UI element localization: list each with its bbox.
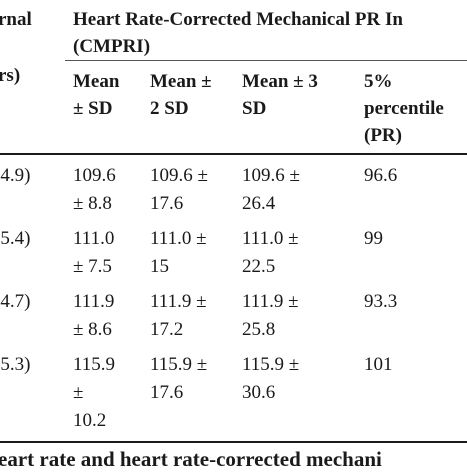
row-1-mean-sd-line-2: ± 8.8 <box>73 193 112 214</box>
table-bottom-rule <box>0 441 467 443</box>
group-header-line-1: Heart Rate-Corrected Mechanical PR In <box>73 9 403 30</box>
col-header-mean-2sd-line-1: Mean ± <box>150 71 212 92</box>
row-3-mean-3sd-line-2: 25.8 <box>242 319 276 340</box>
col-header-mean-sd-line-2: ± SD <box>73 98 113 119</box>
row-1-mean-2sd-line-2: 17.6 <box>150 193 184 214</box>
row-3-mean-2sd-line-1: 111.9 ± <box>150 291 207 312</box>
row-1-mean-2sd: 109.6 ± 17.6 <box>150 162 208 218</box>
row-2-mean-sd-line-1: 111.0 <box>73 228 115 249</box>
row-4-mean-2sd-line-1: 115.9 ± <box>150 354 208 375</box>
group-header-line-2: (CMPRI) <box>73 36 151 57</box>
row-3-mean-3sd-line-1: 111.9 ± <box>242 291 299 312</box>
row-2-mean-2sd-line-1: 111.0 ± <box>150 228 207 249</box>
row-4-left-value: (5.3) <box>0 354 31 375</box>
left-header-line-2: rs) <box>0 65 21 86</box>
row-4-5th-percentile: 101 <box>364 354 393 375</box>
row-3-mean-2sd-line-2: 17.2 <box>150 319 184 340</box>
row-2-5th-percentile: 99 <box>364 228 383 249</box>
row-4-mean-sd: 115.9 ± 10.2 <box>73 351 115 435</box>
row-4-mean-3sd-line-2: 30.6 <box>242 382 276 403</box>
row-4-mean-2sd-line-2: 17.6 <box>150 382 184 403</box>
row-3-mean-sd-line-1: 111.9 <box>73 291 115 312</box>
row-2-mean-2sd-line-2: 15 <box>150 256 169 277</box>
row-1-left-value: (4.9) <box>0 165 31 186</box>
row-4-mean-2sd: 115.9 ± 17.6 <box>150 351 207 407</box>
row-1-5th-percentile: 96.6 <box>364 165 398 186</box>
row-1-mean-3sd: 109.6 ± 26.4 <box>242 162 300 218</box>
row-1-mean-sd-line-1: 109.6 <box>73 165 116 186</box>
row-3-5th-percentile: 93.3 <box>364 291 398 312</box>
col-header-mean-3sd: Mean ± 3 SD <box>242 68 318 122</box>
row-2-mean-2sd: 111.0 ± 15 <box>150 225 207 281</box>
row-3-left-value: (4.7) <box>0 291 31 312</box>
row-2-mean-3sd-line-2: 22.5 <box>242 256 276 277</box>
col-header-mean-3sd-line-1: Mean ± 3 <box>242 71 318 92</box>
col-header-mean-2sd-line-2: 2 SD <box>150 98 189 119</box>
row-3-mean-sd: 111.9 ± 8.6 <box>73 288 114 344</box>
row-1-mean-3sd-line-2: 26.4 <box>242 193 276 214</box>
row-2-mean-sd-line-2: ± 7.5 <box>73 256 112 277</box>
row-2-mean-3sd-line-1: 111.0 ± <box>242 228 299 249</box>
row-1-mean-2sd-line-1: 109.6 ± <box>150 165 208 186</box>
left-header-line-1: rnal <box>0 9 32 30</box>
table-caption: eart rate and heart rate-corrected mecha… <box>0 447 382 471</box>
row-4-mean-3sd-line-1: 115.9 ± <box>242 354 300 375</box>
row-1-mean-3sd-line-1: 109.6 ± <box>242 165 300 186</box>
col-header-mean-2sd: Mean ± 2 SD <box>150 68 212 122</box>
col-header-5th-percentile: 5% percentile (PR) <box>364 68 444 149</box>
col-header-mean-3sd-line-2: SD <box>242 98 267 119</box>
row-4-mean-sd-line-3: 10.2 <box>73 410 107 431</box>
header-bottom-rule <box>0 153 467 155</box>
row-4-mean-3sd: 115.9 ± 30.6 <box>242 351 299 407</box>
row-2-mean-sd: 111.0 ± 7.5 <box>73 225 114 281</box>
col-header-5th-percentile-line-3: (PR) <box>364 125 402 146</box>
row-3-mean-sd-line-2: ± 8.6 <box>73 319 112 340</box>
row-4-mean-sd-line-2: ± <box>73 382 84 403</box>
row-2-left-value: (5.4) <box>0 228 31 249</box>
row-1-mean-sd: 109.6 ± 8.8 <box>73 162 116 218</box>
row-3-mean-3sd: 111.9 ± 25.8 <box>242 288 299 344</box>
group-header-rule <box>65 60 467 61</box>
row-4-mean-sd-line-1: 115.9 <box>73 354 116 375</box>
col-header-mean-sd-line-1: Mean <box>73 71 120 92</box>
row-3-mean-2sd: 111.9 ± 17.2 <box>150 288 207 344</box>
col-header-mean-sd: Mean ± SD <box>73 68 119 122</box>
row-2-mean-3sd: 111.0 ± 22.5 <box>242 225 299 281</box>
col-header-5th-percentile-line-1: 5% <box>364 71 393 92</box>
col-header-5th-percentile-line-2: percentile <box>364 98 444 119</box>
